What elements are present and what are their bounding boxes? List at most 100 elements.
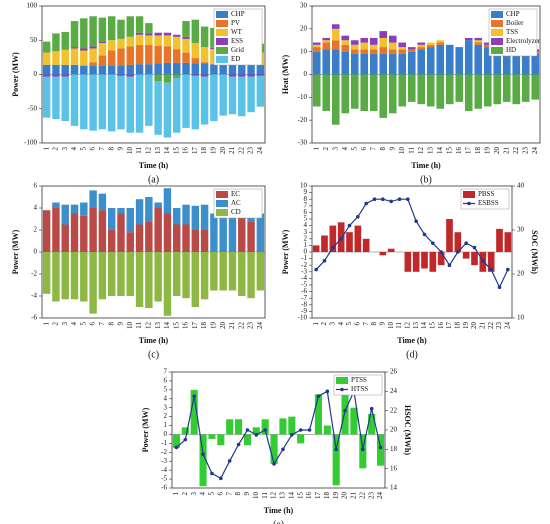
y-tick-label: 7 — [164, 368, 168, 376]
bar — [445, 74, 454, 105]
bar — [200, 62, 209, 64]
marker — [322, 259, 327, 263]
x-tick-label: 2 — [322, 147, 330, 151]
x-tick-label: 5 — [350, 147, 358, 151]
bar — [331, 49, 340, 75]
bar — [154, 35, 162, 46]
bar — [98, 41, 107, 43]
x-tick-label: 12 — [403, 322, 411, 330]
y2-tick-label: 14 — [390, 484, 398, 492]
x-tick-label: 16 — [182, 147, 190, 155]
bar — [426, 47, 435, 75]
bar — [474, 37, 483, 41]
legend-swatch — [491, 20, 503, 27]
bar — [126, 36, 134, 47]
bar — [135, 224, 144, 252]
bar — [354, 225, 362, 252]
marker — [497, 285, 502, 290]
y-axis-label: Power (MW) — [141, 407, 150, 452]
bar — [398, 47, 407, 50]
legend-marker — [340, 387, 344, 392]
y-tick-label: 50 — [30, 36, 38, 44]
bar — [228, 252, 237, 291]
bar — [61, 224, 69, 252]
bar — [173, 224, 181, 252]
bar — [52, 64, 60, 75]
bar — [173, 34, 181, 37]
bar — [360, 53, 369, 75]
bar — [98, 55, 107, 66]
x-tick-label: 13 — [412, 322, 420, 330]
legend-swatch — [491, 47, 503, 54]
bar — [191, 230, 200, 252]
bar — [145, 35, 153, 46]
bar — [474, 44, 483, 75]
marker — [236, 442, 241, 447]
x-tick-label: 12 — [270, 492, 278, 500]
bar — [135, 32, 144, 35]
bar — [182, 204, 190, 225]
bar — [107, 252, 116, 296]
bar — [426, 44, 435, 48]
legend-label: CHP — [506, 10, 520, 18]
bar — [219, 213, 227, 252]
bar — [173, 62, 181, 75]
bar — [407, 49, 416, 52]
legend-swatch — [216, 191, 228, 198]
bar — [89, 208, 97, 252]
bar — [191, 252, 200, 307]
x-tick-label: 5 — [79, 322, 87, 326]
x-tick-label: 24 — [503, 322, 511, 330]
bar — [107, 50, 116, 66]
bar — [238, 76, 246, 117]
bar — [398, 49, 407, 54]
x-tick-label: 18 — [453, 322, 461, 330]
marker — [406, 197, 410, 201]
legend-swatch — [336, 377, 348, 384]
x-tick-label: 4 — [337, 322, 345, 326]
x-tick-label: 22 — [358, 492, 366, 500]
x-tick-label: 10 — [252, 492, 260, 500]
bar — [331, 40, 340, 50]
x-tick-label: 3 — [61, 322, 69, 326]
bar — [464, 40, 473, 75]
marker — [325, 389, 330, 394]
bar — [379, 252, 387, 256]
bar — [329, 225, 337, 252]
x-tick-label: 18 — [200, 147, 208, 155]
y-tick-label: -3 — [161, 457, 167, 465]
bar — [219, 64, 227, 75]
y-tick-label: 20 — [300, 24, 308, 32]
x-tick-label: 21 — [350, 492, 358, 500]
x-tick-label: 6 — [360, 147, 368, 151]
bar — [243, 434, 251, 446]
x-tick-label: 8 — [379, 147, 387, 151]
bar — [454, 232, 462, 252]
bar — [426, 42, 435, 45]
x-tick-label: 13 — [426, 147, 434, 155]
bar — [312, 51, 321, 75]
bar — [145, 45, 153, 65]
bar — [182, 224, 190, 252]
bar — [191, 19, 200, 43]
x-tick-label: 17 — [191, 147, 199, 155]
bar — [42, 210, 51, 252]
bar — [341, 40, 350, 45]
legend-label: PBSS — [478, 190, 494, 198]
bar — [417, 74, 426, 105]
line — [176, 389, 382, 480]
legend-marker — [467, 201, 471, 206]
x-tick-label: 16 — [182, 322, 190, 330]
bar — [89, 48, 97, 63]
bar — [163, 35, 172, 47]
bar — [369, 53, 378, 75]
y-tick-label: -9 — [301, 307, 307, 315]
bar — [89, 16, 97, 47]
x-tick-label: 9 — [117, 147, 125, 151]
x-tick-label: 21 — [228, 322, 236, 330]
legend-label: ED — [231, 55, 240, 63]
marker — [381, 197, 385, 201]
legend-swatch — [463, 191, 475, 198]
panel-caption: (d) — [406, 349, 418, 360]
y-tick-label: -1 — [161, 439, 167, 447]
